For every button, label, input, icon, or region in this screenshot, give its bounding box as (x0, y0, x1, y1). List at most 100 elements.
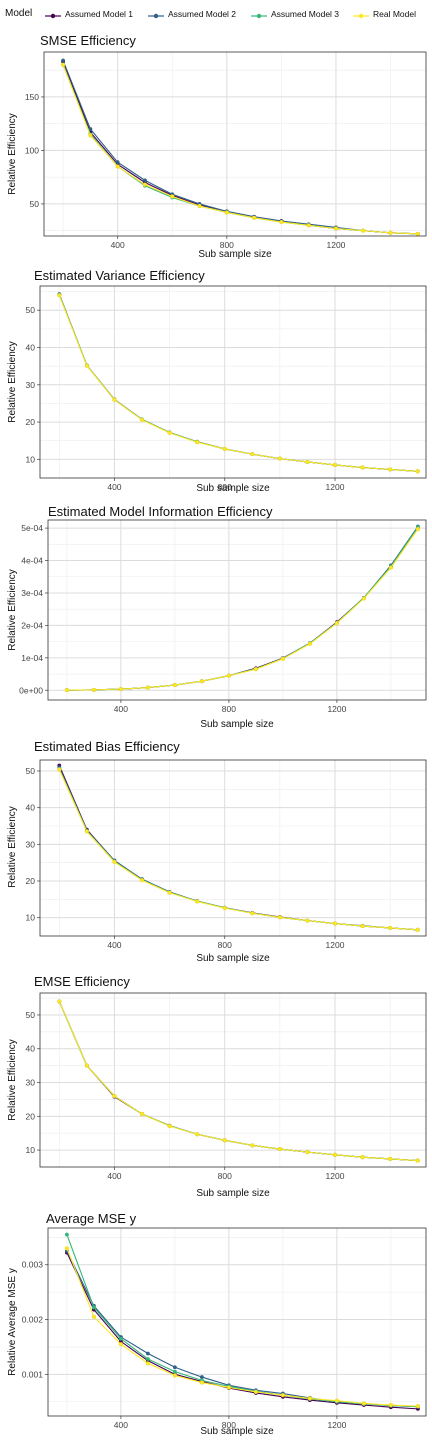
series-line (62, 64, 418, 235)
legend-key-point (358, 13, 364, 19)
data-point (361, 1401, 366, 1406)
plot-background (48, 520, 426, 700)
x-tick-label: 1200 (327, 704, 346, 714)
x-axis-label: Sub sample size (196, 483, 270, 494)
x-axis-label: Sub sample size (200, 1426, 274, 1437)
plot-background (40, 993, 426, 1167)
data-point (222, 446, 227, 452)
data-point (360, 1155, 365, 1160)
x-tick-label: 400 (107, 940, 121, 950)
data-point (226, 673, 231, 678)
y-tick-label: 30 (26, 1078, 36, 1088)
plot-background (48, 1228, 426, 1416)
data-point (172, 682, 177, 688)
chart-smse-efficiency: 400 800 1200 50 100 150 SMSE Efficiency Relati… (7, 33, 427, 260)
data-point (57, 293, 62, 298)
data-point (88, 127, 93, 131)
data-point (388, 1402, 393, 1408)
plot-background (44, 52, 426, 236)
x-tick-label: 1200 (326, 1171, 345, 1181)
series-real-model (57, 999, 420, 1163)
series-real-model (64, 1246, 420, 1409)
chart-estimated-model-information-efficiency: 400 800 1200 0e+00 1e-04 2e-04 3e-04 4e-04 5e-04… (7, 504, 427, 730)
series-real-model (57, 767, 420, 932)
chart-title: EMSE Efficiency (34, 974, 130, 989)
plot-area: 400 800 1200 10 20 30 40 50 (26, 759, 427, 950)
x-axis-label: Sub sample size (200, 719, 274, 730)
legend-key-point (50, 13, 56, 19)
legend-key-icon (251, 13, 267, 19)
data-point (334, 621, 339, 626)
legend-key-icon (353, 13, 369, 19)
chart-estimated-variance-efficiency: 400 800 1200 10 20 30 40 50 Estimated Variance E… (7, 268, 427, 494)
y-axis-label: Relative Efficiency (7, 341, 18, 423)
data-point (334, 1398, 339, 1403)
y-tick-label: 3e-04 (21, 588, 43, 598)
data-point (332, 921, 338, 926)
x-tick-label: 800 (218, 1171, 232, 1181)
data-point (195, 1132, 200, 1137)
y-tick-label: 0.002 (22, 1315, 44, 1325)
plot-area: 400 800 1200 0e+00 1e-04 2e-04 3e-04 4e-04 5e-04 (19, 519, 427, 714)
series-line (66, 1234, 418, 1408)
data-point (173, 1369, 177, 1374)
data-point (197, 203, 202, 209)
data-point (118, 687, 123, 692)
y-tick-label: 50 (26, 305, 36, 315)
y-tick-label: 150 (25, 92, 39, 102)
data-point (112, 1093, 117, 1099)
data-point (143, 178, 147, 183)
data-point (332, 462, 338, 468)
data-point (112, 397, 117, 402)
legend-key-point (153, 13, 159, 19)
series-line (66, 528, 419, 691)
x-tick-label: 400 (111, 240, 125, 250)
chart-panel-estimated-variance-efficiency: 400 800 1200 10 20 30 40 50 Estimated Variance E… (0, 262, 432, 495)
y-tick-label: 1e-04 (21, 653, 43, 663)
data-point (361, 228, 366, 233)
data-point (222, 1138, 227, 1143)
x-tick-label: 1200 (326, 240, 345, 250)
chart-panel-average-mse-y: 400 800 1200 0.001 0.002 0.003 Average MSE y R… (0, 1202, 432, 1440)
data-point (277, 1146, 282, 1152)
data-point (84, 363, 89, 368)
data-point (139, 878, 145, 883)
data-point (57, 999, 62, 1004)
data-point (306, 223, 311, 228)
data-point (253, 667, 258, 672)
y-axis-label: Relative Average MSE y (7, 1268, 18, 1376)
x-axis-label: Sub sample size (196, 1188, 270, 1199)
plot-background (40, 286, 426, 478)
data-point (65, 1232, 69, 1237)
legend-label: Assumed Model 3 (271, 9, 340, 19)
plot-area: 400 800 1200 50 100 150 (25, 51, 427, 250)
data-point (415, 927, 420, 932)
legend-key-point (256, 13, 262, 19)
data-point (360, 465, 365, 470)
y-tick-label: 100 (25, 145, 39, 155)
x-tick-label: 400 (114, 1420, 128, 1430)
data-point (61, 58, 65, 63)
y-tick-label: 0.001 (22, 1369, 44, 1379)
data-point (167, 890, 172, 895)
y-tick-label: 50 (26, 766, 36, 776)
data-point (167, 430, 172, 435)
data-point (388, 925, 393, 931)
data-point (277, 456, 282, 461)
data-point (115, 164, 120, 169)
data-point (388, 230, 393, 235)
data-point (64, 1246, 69, 1251)
series-line (58, 295, 418, 472)
data-point (173, 1365, 177, 1370)
x-tick-label: 800 (222, 704, 236, 714)
data-point (360, 924, 365, 929)
plot-border (39, 285, 427, 479)
data-point (307, 641, 312, 646)
data-point (222, 906, 227, 911)
data-point (139, 417, 145, 422)
chart-title: SMSE Efficiency (40, 33, 136, 48)
y-tick-label: 10 (26, 454, 36, 464)
data-point (84, 1063, 89, 1068)
y-tick-label: 20 (26, 1111, 36, 1121)
y-axis-label: Relative Efficiency (7, 1039, 18, 1121)
